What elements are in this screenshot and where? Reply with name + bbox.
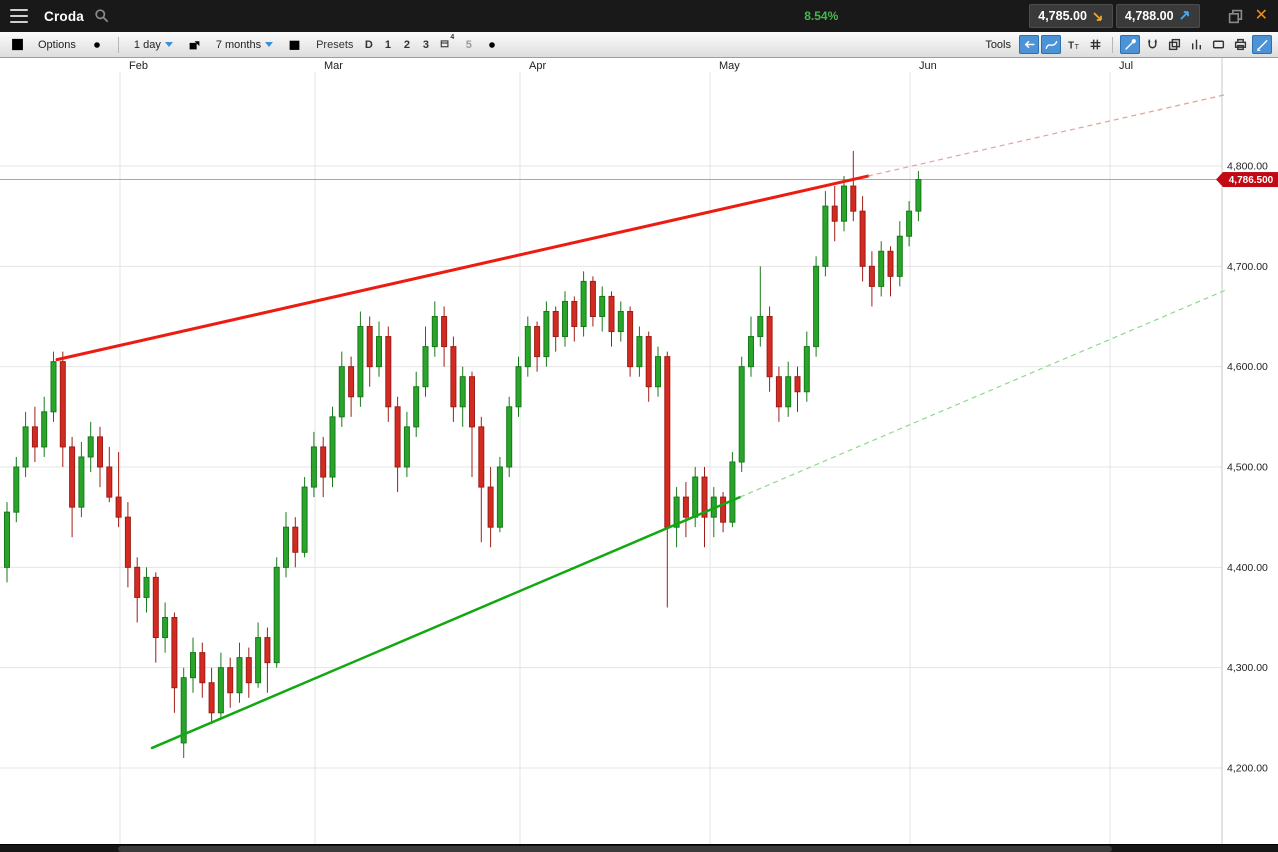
- svg-text:Apr: Apr: [529, 60, 546, 72]
- menu-icon[interactable]: [10, 9, 28, 23]
- svg-text:4,800.00: 4,800.00: [1227, 161, 1268, 173]
- range-dropdown[interactable]: 7 months: [210, 37, 279, 53]
- chevron-down-icon: [164, 42, 173, 47]
- svg-text:4,600.00: 4,600.00: [1227, 361, 1268, 373]
- svg-text:T: T: [1068, 40, 1074, 51]
- interval-dropdown[interactable]: 1 day: [128, 37, 179, 53]
- shape-tool-icon[interactable]: [1208, 35, 1228, 54]
- chart-toolbar: Options 1 day 7 months: [0, 32, 1278, 58]
- curve-tool-icon[interactable]: [1041, 35, 1061, 54]
- chart-canvas[interactable]: Feb Mar Apr May Jun Jul 4,800.00 4,700.00 4,600.…: [0, 58, 1278, 844]
- scrollbar-thumb[interactable]: [118, 846, 1112, 852]
- undo-icon[interactable]: [1019, 35, 1039, 54]
- sell-tick-arrow-icon: [1093, 12, 1102, 21]
- chart-menu-icon[interactable]: [6, 36, 29, 53]
- svg-text:T: T: [1074, 44, 1079, 51]
- search-icon[interactable]: [94, 8, 110, 24]
- price-chart[interactable]: Feb Mar Apr May Jun Jul 4,800.00 4,700.00 4,600.…: [0, 58, 1278, 844]
- presets-label: Presets: [316, 38, 354, 51]
- interval-value: 1 day: [133, 38, 161, 51]
- lower-channel-line: [150, 495, 742, 750]
- svg-text:4,300.00: 4,300.00: [1227, 662, 1268, 674]
- sell-price: 4,785.00: [1038, 9, 1087, 23]
- svg-text:4,700.00: 4,700.00: [1227, 261, 1268, 273]
- buy-tick-arrow-icon: [1179, 11, 1189, 20]
- y-axis-labels: 4,800.00 4,700.00 4,600.00 4,500.00 4,400.00…: [1227, 161, 1268, 775]
- close-icon[interactable]: ✕: [1254, 7, 1268, 24]
- indicator-tool-icon[interactable]: [1186, 35, 1206, 54]
- tools-label: Tools: [985, 38, 1011, 51]
- svg-text:4,500.00: 4,500.00: [1227, 461, 1268, 473]
- chart-settings-icon[interactable]: [1252, 35, 1272, 54]
- instrument-title: Croda: [44, 8, 85, 24]
- compare-windows-icon[interactable]: [1164, 35, 1184, 54]
- buy-price: 4,788.00: [1124, 9, 1174, 23]
- current-price-tag: 4,786.500: [1216, 172, 1278, 188]
- upper-channel-extension-line: [867, 94, 1226, 177]
- svg-text:4,400.00: 4,400.00: [1227, 562, 1268, 574]
- candlestick-series: [4, 150, 922, 758]
- lower-channel-extension-line: [739, 289, 1226, 498]
- buy-price-button[interactable]: 4,788.00: [1115, 4, 1200, 28]
- preset-4-label: 4: [450, 34, 455, 42]
- options-label: Options: [38, 38, 76, 51]
- preset-daily-button[interactable]: D: [364, 38, 373, 51]
- svg-text:4,786.500: 4,786.500: [1229, 175, 1274, 186]
- svg-text:Feb: Feb: [129, 60, 148, 72]
- chevron-down-icon: [265, 42, 274, 47]
- svg-text:May: May: [719, 60, 740, 72]
- preset-4-button[interactable]: 4: [437, 34, 457, 52]
- svg-text:4,200.00: 4,200.00: [1227, 762, 1268, 774]
- options-button[interactable]: Options: [33, 37, 81, 53]
- sell-price-button[interactable]: 4,785.00: [1029, 4, 1113, 28]
- preset-3-button[interactable]: 3: [422, 38, 429, 51]
- svg-text:Mar: Mar: [324, 60, 343, 72]
- presets-settings-icon[interactable]: [480, 36, 504, 54]
- trendlines[interactable]: [55, 94, 1226, 750]
- options-settings-icon[interactable]: [85, 36, 109, 54]
- range-value: 7 months: [215, 38, 262, 51]
- upper-channel-line: [55, 174, 870, 362]
- svg-text:Jul: Jul: [1119, 60, 1133, 72]
- chart-scrollbar[interactable]: [0, 844, 1278, 852]
- drawing-tool-icon[interactable]: [1120, 35, 1140, 54]
- preset-2-button[interactable]: 2: [403, 38, 410, 51]
- preset-5-button[interactable]: 5: [465, 38, 472, 51]
- grid-toggle-icon[interactable]: [1085, 35, 1105, 54]
- calendar-icon[interactable]: [283, 36, 306, 53]
- text-tool-icon[interactable]: T T: [1063, 35, 1083, 54]
- period-link-icon[interactable]: [183, 36, 206, 53]
- title-bar: Croda 8.54% 4,785.00 4,788.00: [0, 0, 1278, 32]
- print-icon[interactable]: [1230, 35, 1250, 54]
- x-axis-labels: Feb Mar Apr May Jun Jul: [129, 60, 1133, 72]
- svg-text:Jun: Jun: [919, 60, 937, 72]
- preset-1-button[interactable]: 1: [384, 38, 391, 51]
- magnet-tool-icon[interactable]: [1142, 35, 1162, 54]
- popout-window-icon[interactable]: [1228, 9, 1243, 24]
- change-percent: 8.54%: [804, 9, 839, 23]
